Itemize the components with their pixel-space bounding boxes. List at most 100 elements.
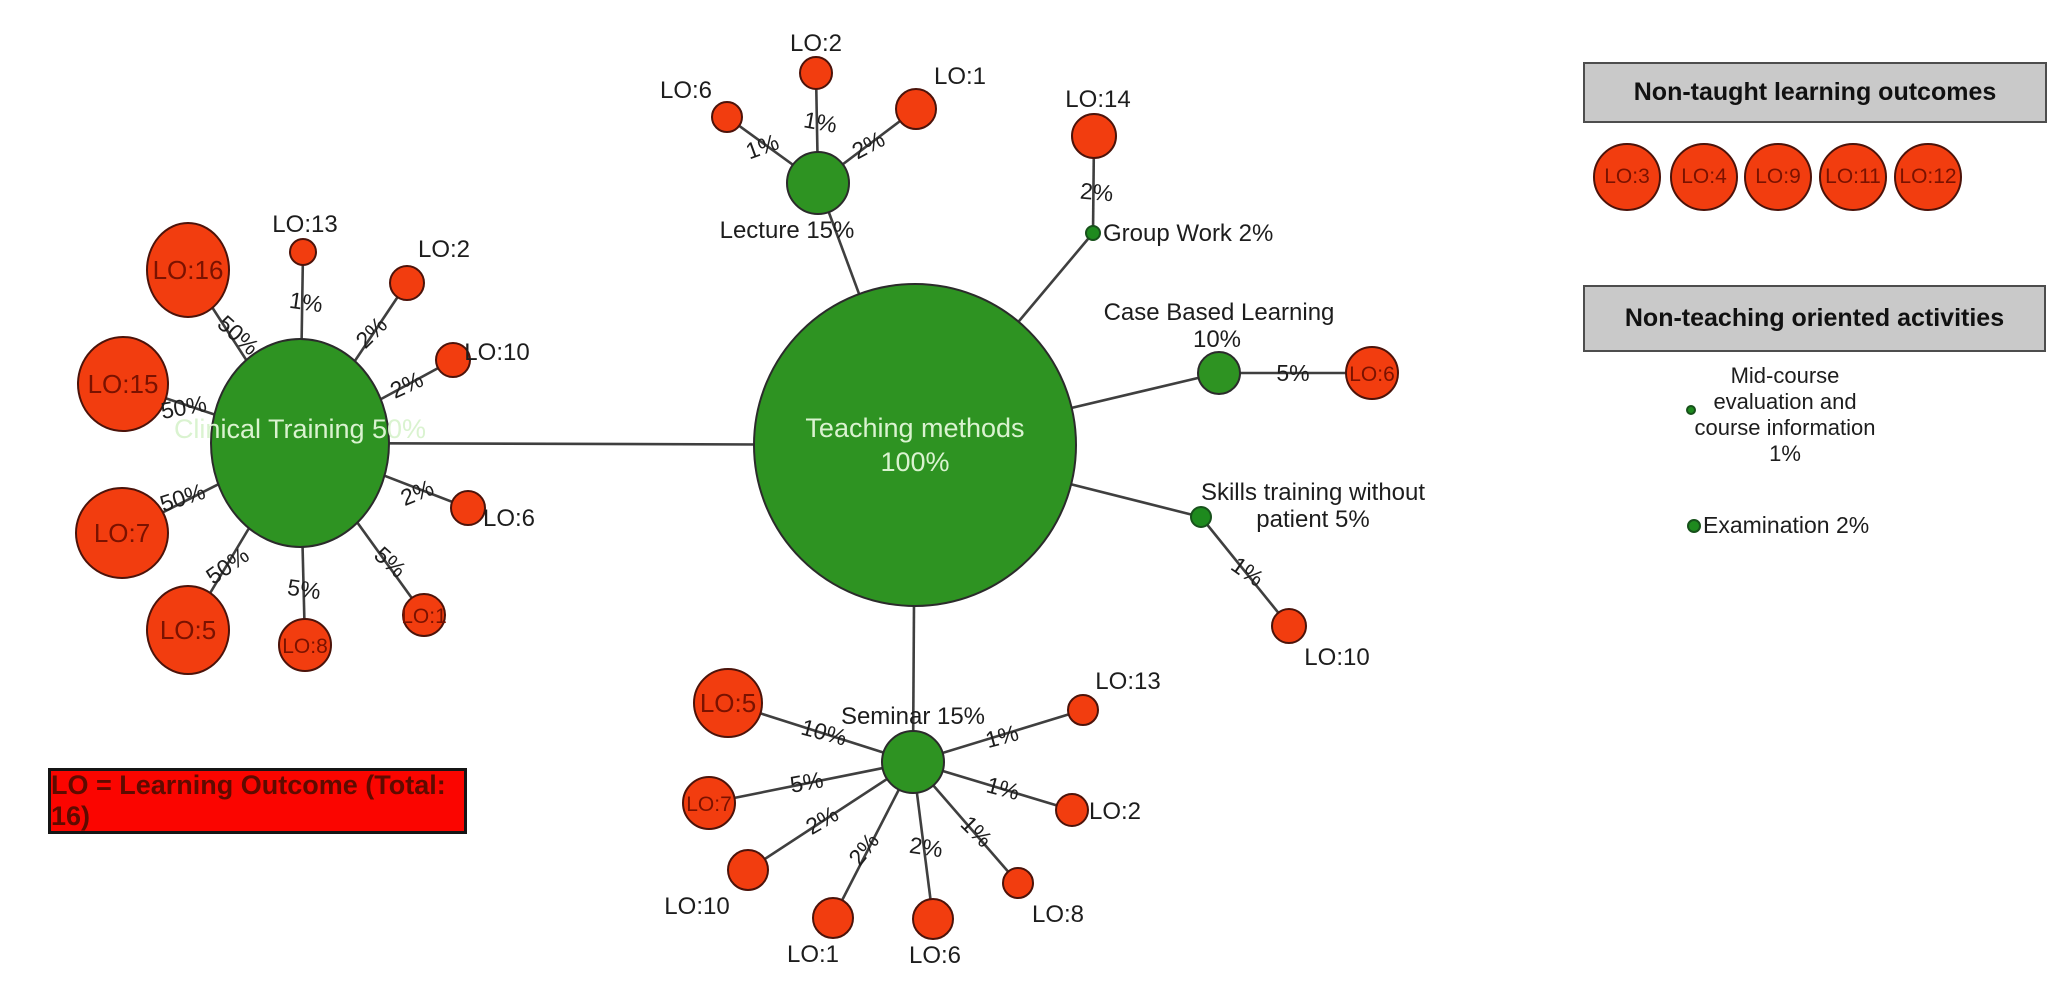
non-teaching-panel-header: Non-teaching oriented activities — [1583, 285, 2046, 352]
node-lecture-lo2 — [799, 56, 833, 90]
non-taught-lo11-label: LO:11 — [1825, 165, 1881, 188]
clinical-training-label: Clinical Training 50% — [174, 414, 426, 444]
examination-label: Examination 2% — [1703, 512, 1870, 538]
examination-dot — [1687, 519, 1701, 533]
clinical-lo16-label: LO:16 — [153, 255, 224, 285]
node-case-lo6 — [1345, 346, 1399, 400]
non-taught-panel-header: Non-taught learning outcomes — [1583, 62, 2047, 123]
node-clinical-lo2 — [389, 265, 425, 301]
non-taught-lo12-label: LO:12 — [1899, 165, 1957, 188]
seminar-lo7-label: LO:7 — [686, 793, 732, 816]
non-taught-lo4: LO:4 — [1670, 143, 1738, 211]
teaching-methods-label-line1: Teaching methods — [805, 413, 1024, 443]
clinical-lo5-label: LO:5 — [160, 615, 216, 645]
non-taught-lo12: LO:12 — [1894, 143, 1962, 211]
node-seminar — [881, 730, 945, 794]
node-case-based — [1197, 351, 1241, 395]
clinical-lo8-pct: 5% — [286, 574, 323, 604]
seminar-lo1-label: LO:1 — [787, 941, 839, 968]
node-seminar-lo10 — [727, 849, 769, 891]
non-taught-lo11: LO:11 — [1819, 143, 1887, 211]
lecture-lo6-label: LO:6 — [660, 77, 712, 104]
clinical-lo7-pct: 50% — [157, 478, 209, 517]
lecture-lo2-pct: 1% — [802, 106, 839, 137]
clinical-lo1-label: LO:1 — [401, 605, 447, 628]
node-clinical-training — [210, 338, 390, 548]
node-clinical-lo7 — [75, 487, 169, 579]
seminar-lo7-pct: 5% — [788, 766, 825, 797]
seminar-lo2-label: LO:2 — [1089, 798, 1141, 825]
seminar-label: Seminar 15% — [841, 703, 985, 730]
clinical-lo13-pct: 1% — [288, 287, 325, 317]
node-seminar-lo2 — [1055, 793, 1089, 827]
case-lo6-label: LO:6 — [1349, 363, 1395, 386]
seminar-lo6-label: LO:6 — [909, 942, 961, 969]
node-seminar-lo6 — [912, 898, 954, 940]
node-seminar-lo7 — [682, 776, 736, 830]
edge-seminar-lo10 — [747, 760, 914, 872]
lecture-lo1-pct: 2% — [847, 126, 889, 165]
edge-skills-lo10 — [1199, 516, 1291, 627]
seminar-lo13-label: LO:13 — [1095, 668, 1160, 695]
case-based-edge-pct: 5% — [1276, 360, 1309, 386]
clinical-lo10-pct: 2% — [386, 366, 427, 404]
seminar-lo1-pct: 2% — [843, 828, 884, 870]
clinical-lo5-pct: 50% — [201, 542, 254, 590]
node-lecture-lo6 — [711, 101, 743, 133]
seminar-lo2-pct: 1% — [984, 771, 1023, 805]
skills-label-line1: Skills training without — [1201, 479, 1425, 506]
midcourse-line2: evaluation and — [1713, 389, 1857, 414]
non-teaching-title: Non-teaching oriented activities — [1624, 304, 2005, 332]
skills-lo10-label: LO:10 — [1304, 644, 1369, 671]
node-lecture — [786, 151, 850, 215]
edge-seminar-lo7 — [708, 760, 914, 805]
nodes — [75, 56, 1399, 940]
node-clinical-lo13 — [289, 238, 317, 266]
midcourse-line4: 1% — [1769, 441, 1801, 466]
non-taught-lo9: LO:9 — [1744, 143, 1812, 211]
lecture-lo1-label: LO:1 — [934, 63, 986, 90]
non-taught-lo3-label: LO:3 — [1604, 165, 1650, 188]
node-clinical-lo5 — [146, 585, 230, 675]
clinical-lo2-pct: 2% — [350, 311, 392, 353]
lecture-label: Lecture 15% — [720, 217, 855, 244]
lo14-pct: 2% — [1079, 178, 1114, 207]
node-clinical-lo10 — [435, 342, 471, 378]
node-lecture-lo1 — [895, 88, 937, 130]
clinical-lo6-pct: 2% — [397, 474, 438, 511]
case-based-pct: 10% — [1193, 326, 1241, 353]
node-seminar-lo8 — [1002, 867, 1034, 899]
seminar-lo8-label: LO:8 — [1032, 901, 1084, 928]
node-clinical-lo16 — [146, 222, 230, 318]
clinical-lo8-label: LO:8 — [282, 635, 328, 658]
clinical-lo7-label: LO:7 — [94, 518, 150, 548]
node-skills-dot — [1190, 506, 1212, 528]
midcourse-line1: Mid-course — [1730, 363, 1840, 388]
lecture-lo2-label: LO:2 — [790, 30, 842, 57]
clinical-lo2-label: LO:2 — [418, 236, 470, 263]
case-based-title: Case Based Learning — [1104, 299, 1335, 326]
clinical-lo15-label: LO:15 — [88, 369, 159, 399]
midcourse-dot — [1686, 405, 1696, 415]
group-work-label: Group Work 2% — [1103, 220, 1273, 247]
seminar-lo6-pct: 2% — [908, 832, 945, 862]
legend-box: LO = Learning Outcome (Total: 16) — [48, 768, 467, 834]
lo14-label: LO:14 — [1065, 86, 1130, 113]
node-clinical-lo1 — [402, 593, 446, 637]
node-clinical-lo6 — [450, 490, 486, 526]
skills-label-line2: patient 5% — [1256, 506, 1369, 533]
clinical-lo10-label: LO:10 — [464, 339, 529, 366]
node-lo14 — [1071, 113, 1117, 159]
node-seminar-lo1 — [812, 897, 854, 939]
non-taught-lo9-label: LO:9 — [1755, 165, 1801, 188]
node-seminar-lo13 — [1067, 694, 1099, 726]
legend-label: LO = Learning Outcome (Total: 16) — [51, 770, 446, 831]
seminar-lo10-pct: 2% — [801, 801, 843, 840]
node-teaching-methods — [753, 283, 1077, 607]
node-skills-lo10 — [1271, 608, 1307, 644]
node-group-work-dot — [1085, 225, 1101, 241]
non-taught-lo3: LO:3 — [1593, 143, 1661, 211]
teaching-methods-label-line2: 100% — [880, 447, 949, 477]
seminar-lo5-label: LO:5 — [700, 688, 756, 718]
